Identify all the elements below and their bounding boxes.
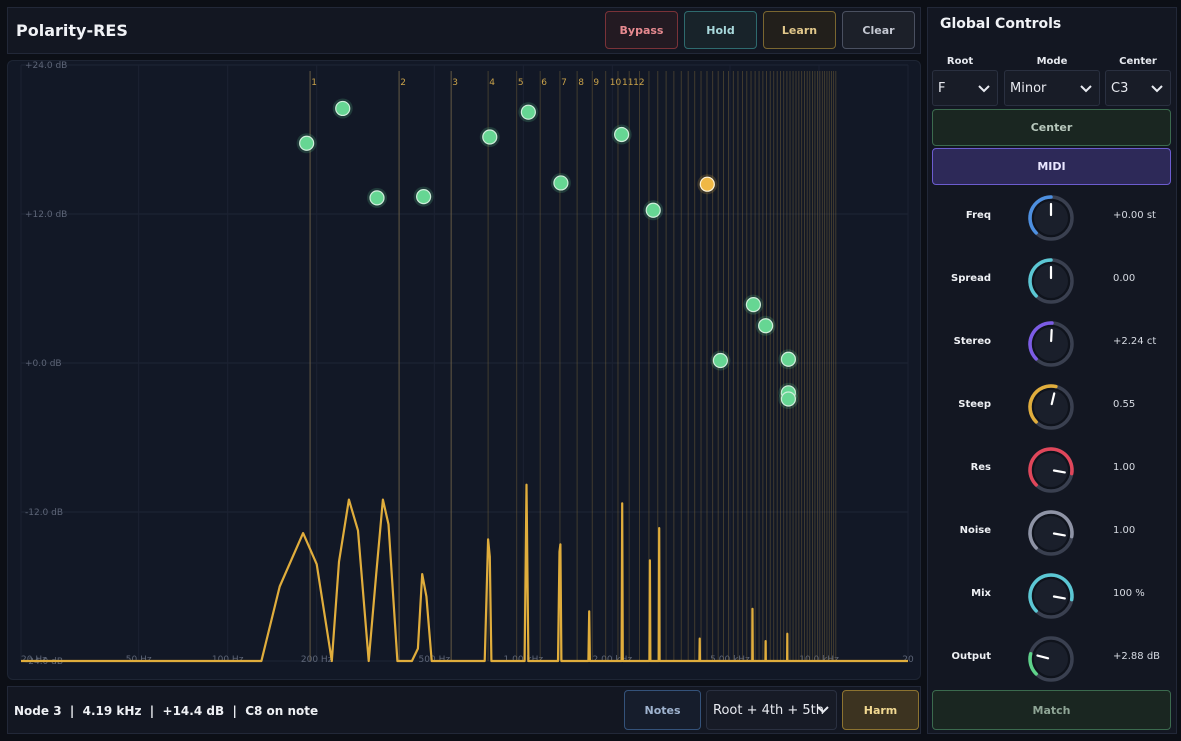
mode-select-value: Minor <box>1010 80 1047 96</box>
harmonic-label: 6 <box>541 78 547 88</box>
mix-label: Mix <box>971 588 991 599</box>
root-label: Root <box>946 56 974 67</box>
selected-node-handle[interactable] <box>699 176 715 192</box>
harmonic-label: 7 <box>561 78 567 88</box>
mode-select[interactable]: Minor <box>1004 70 1100 106</box>
harmonic-label: 12 <box>633 78 644 88</box>
knob-row-noise: Noise 1.00 <box>928 503 1178 563</box>
learn-button[interactable]: Learn <box>763 11 836 49</box>
noise-knob[interactable] <box>1027 509 1075 557</box>
knob-row-freq: Freq +0.00 st <box>928 188 1178 248</box>
freq-value: +0.00 st <box>1113 210 1156 221</box>
frequency-graph[interactable]: +24.0 dB +12.0 dB +0.0 dB -12.0 dB -24.0 dB 2… <box>7 60 921 680</box>
knob-row-mix: Mix 100 % <box>928 566 1178 626</box>
global-controls-panel: Global Controls Root Mode Center F Minor… <box>927 7 1177 734</box>
spread-knob[interactable] <box>1027 257 1075 305</box>
mode-label: Mode <box>1036 56 1068 67</box>
bypass-button[interactable]: Bypass <box>605 11 678 49</box>
notes-button[interactable]: Notes <box>624 690 701 730</box>
node-handle[interactable] <box>780 351 797 367</box>
output-value: +2.88 dB <box>1113 651 1161 662</box>
harmonic-label: 8 <box>578 78 584 88</box>
db-label: +0.0 dB <box>25 359 62 369</box>
app-title: Polarity-RES <box>16 21 128 40</box>
freq-label: Freq <box>965 210 991 221</box>
steep-label: Steep <box>958 399 991 410</box>
harm-button[interactable]: Harm <box>842 690 919 730</box>
center-label: Center <box>1119 56 1157 67</box>
steep-value: 0.55 <box>1113 399 1136 410</box>
harmonic-label: 2 <box>400 78 406 88</box>
output-knob[interactable] <box>1027 635 1075 683</box>
harmonic-label: 3 <box>452 78 458 88</box>
knob-row-res: Res 1.00 <box>928 440 1178 500</box>
freq-knob[interactable] <box>1027 194 1075 242</box>
clear-button[interactable]: Clear <box>842 11 915 49</box>
center-button[interactable]: Center <box>932 109 1171 146</box>
mix-knob[interactable] <box>1027 572 1075 620</box>
chord-select-value: Root + 4th + 5th <box>713 702 824 718</box>
res-value: 1.00 <box>1113 462 1136 473</box>
knob-row-spread: Spread 0.00 <box>928 251 1178 311</box>
node-handle[interactable] <box>614 126 630 143</box>
stereo-label: Stereo <box>953 336 991 347</box>
node-handle[interactable] <box>369 190 385 206</box>
chord-select[interactable]: Root + 4th + 5th <box>706 690 837 730</box>
panel-title: Global Controls <box>940 16 1062 32</box>
noise-value: 1.00 <box>1113 525 1136 536</box>
harmonic-label: 5 <box>518 78 524 88</box>
node-handle[interactable] <box>416 189 432 205</box>
node-handle[interactable] <box>712 352 728 369</box>
chevron-down-icon <box>978 85 990 93</box>
freq-label: 200 Hz <box>301 655 333 665</box>
node-handle[interactable] <box>520 104 536 120</box>
res-knob[interactable] <box>1027 446 1075 494</box>
spread-value: 0.00 <box>1113 273 1136 284</box>
noise-label: Noise <box>959 525 991 536</box>
midi-button[interactable]: MIDI <box>932 148 1171 185</box>
title-bar: Polarity-RES Bypass Hold Learn Clear <box>7 7 921 54</box>
chevron-down-icon <box>1080 85 1092 93</box>
node-handle[interactable] <box>745 297 762 313</box>
knob-row-stereo: Stereo +2.24 ct <box>928 314 1178 374</box>
node-handle[interactable] <box>758 318 774 334</box>
harmonic-label: 1 <box>311 78 317 88</box>
spectrum-line <box>21 483 908 663</box>
node-handle[interactable] <box>299 135 315 151</box>
node-handle[interactable] <box>780 391 797 407</box>
node-handle[interactable] <box>335 100 351 117</box>
knob-row-output: Output +2.88 dB <box>928 629 1178 689</box>
harmonic-label: 4 <box>489 78 495 88</box>
hold-button[interactable]: Hold <box>684 11 757 49</box>
spread-label: Spread <box>951 273 991 284</box>
harmonic-label: 11 <box>622 78 633 88</box>
center-select[interactable]: C3 <box>1105 70 1171 106</box>
freq-label: 20 <box>902 655 914 665</box>
chevron-down-icon <box>817 706 829 714</box>
chevron-down-icon <box>1151 85 1163 93</box>
mix-value: 100 % <box>1113 588 1145 599</box>
match-button[interactable]: Match <box>932 690 1171 730</box>
res-label: Res <box>970 462 991 473</box>
root-select-value: F <box>938 80 946 96</box>
node-handle[interactable] <box>482 129 498 145</box>
node-status-text: Node 3 | 4.19 kHz | +14.4 dB | C8 on not… <box>14 704 319 718</box>
stereo-knob[interactable] <box>1027 320 1075 368</box>
graph-canvas[interactable]: +24.0 dB+12.0 dB+0.0 dB-12.0 dB-24.0 dB2… <box>8 61 921 680</box>
status-bar: Node 3 | 4.19 kHz | +14.4 dB | C8 on not… <box>7 686 921 734</box>
output-label: Output <box>951 651 991 662</box>
db-label: +12.0 dB <box>25 210 67 220</box>
db-label: -12.0 dB <box>25 508 63 518</box>
steep-knob[interactable] <box>1027 383 1075 431</box>
center-select-value: C3 <box>1111 80 1129 96</box>
node-handle[interactable] <box>553 175 569 191</box>
harmonic-label: 10 <box>610 78 622 88</box>
root-select[interactable]: F <box>932 70 998 106</box>
db-label: +24.0 dB <box>25 61 67 71</box>
node-handle[interactable] <box>645 202 661 218</box>
stereo-value: +2.24 ct <box>1113 336 1157 347</box>
knob-row-steep: Steep 0.55 <box>928 377 1178 437</box>
harmonic-label: 9 <box>593 78 599 88</box>
